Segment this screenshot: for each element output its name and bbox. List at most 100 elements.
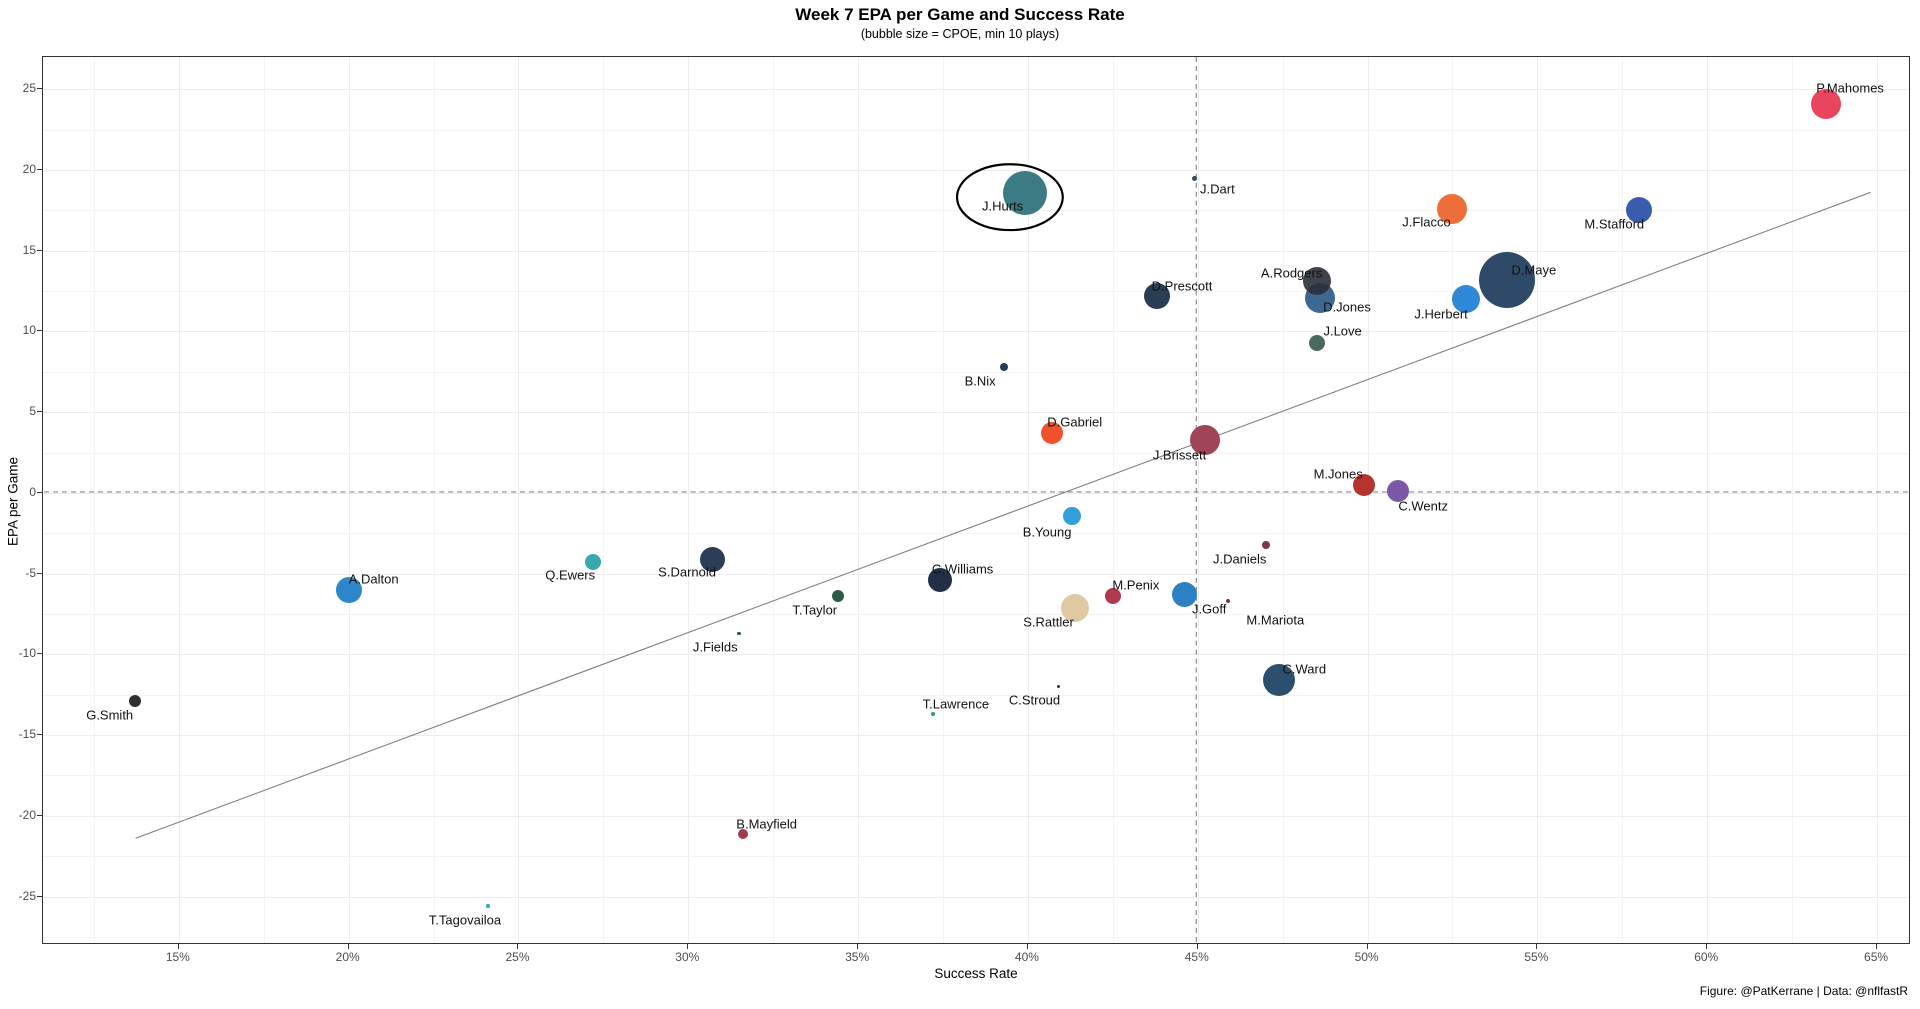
gridline-v <box>1537 57 1539 943</box>
chart-subtitle: (bubble size = CPOE, min 10 plays) <box>860 27 1060 41</box>
label-c-ward: C.Ward <box>1282 661 1327 677</box>
x-tickmark <box>177 944 179 949</box>
x-tickmark <box>1876 944 1878 949</box>
gridline-v <box>263 57 265 943</box>
label-j-brissett: J.Brissett <box>1152 447 1207 463</box>
bubble-g-smith <box>128 695 141 708</box>
gridline-h <box>43 654 1909 656</box>
bubble-j-hurts <box>1002 170 1047 215</box>
y-tickmark <box>37 491 42 493</box>
bubble-j-daniels <box>1261 540 1270 549</box>
gridline-h <box>43 452 1909 454</box>
label-j-goff: J.Goff <box>1191 601 1227 617</box>
label-b-nix: B.Nix <box>964 373 996 389</box>
bubble-s-rattler <box>1061 593 1090 622</box>
y-tick--15: -15 <box>18 727 36 742</box>
gridline-v <box>1707 57 1709 943</box>
bubble-d-gabriel <box>1040 422 1063 445</box>
x-tick-60%: 60% <box>1694 950 1719 964</box>
label-s-rattler: S.Rattler <box>1023 614 1074 630</box>
label-g-smith: G.Smith <box>86 707 134 723</box>
x-tick-25%: 25% <box>505 950 530 964</box>
gridline-h <box>43 412 1909 414</box>
y-tickmark <box>37 734 42 736</box>
x-tickmark <box>1026 944 1028 949</box>
label-m-stafford: M.Stafford <box>1584 216 1645 232</box>
label-j-hurts: J.Hurts <box>981 198 1024 214</box>
gridline-h <box>43 331 1909 333</box>
x-tickmark <box>1536 944 1538 949</box>
bubble-d-prescott <box>1144 282 1170 309</box>
label-d-gabriel: D.Gabriel <box>1047 414 1103 430</box>
y-tickmark <box>37 895 42 897</box>
label-m-jones: M.Jones <box>1313 466 1363 482</box>
figure-credit: Figure: @PatKerrane | Data: @nflfastR <box>1699 984 1908 998</box>
label-t-tagovailoa: T.Tagovailoa <box>428 912 502 928</box>
bubble-t-taylor <box>831 590 844 603</box>
gridline-v <box>1112 57 1114 943</box>
label-j-flacco: J.Flacco <box>1402 214 1451 230</box>
gridline-v <box>1197 57 1199 943</box>
y-tick-15: 15 <box>22 242 36 257</box>
gridline-h <box>43 291 1909 293</box>
bubble-a-rodgers <box>1302 267 1331 296</box>
gridline-h <box>43 896 1909 898</box>
bubble-m-penix <box>1104 588 1121 605</box>
gridline-v <box>518 57 520 943</box>
label-p-mahomes: P.Mahomes <box>1816 80 1884 96</box>
bubble-j-love <box>1308 334 1325 351</box>
y-tickmark <box>37 572 42 574</box>
x-tickmark <box>517 944 519 949</box>
gridline-v <box>348 57 350 943</box>
x-tick-30%: 30% <box>675 950 700 964</box>
label-j-love: J.Love <box>1323 323 1362 339</box>
label-b-young: B.Young <box>1022 524 1072 540</box>
gridline-v <box>773 57 775 943</box>
gridline-h <box>43 170 1909 172</box>
label-d-maye: D.Maye <box>1511 262 1557 278</box>
x-tickmark <box>1706 944 1708 949</box>
reference-overlay <box>44 57 1908 943</box>
y-tickmark <box>37 411 42 413</box>
bubble-j-flacco <box>1437 193 1468 224</box>
x-tick-65%: 65% <box>1864 950 1889 964</box>
label-d-jones: D.Jones <box>1323 299 1371 315</box>
bubble-q-ewers <box>585 554 602 571</box>
gridline-h <box>43 89 1909 91</box>
x-tickmark <box>1196 944 1198 949</box>
bubble-j-dart <box>1191 175 1197 181</box>
plot-area: P.Mahomes J.Hurts J.Dart J.Flacco M.Stafford… <box>42 56 1910 944</box>
y-tickmark <box>37 330 42 332</box>
x-tick-55%: 55% <box>1524 950 1549 964</box>
label-c-stroud: C.Stroud <box>1008 692 1061 708</box>
gridline-h <box>43 250 1909 252</box>
bubble-d-maye <box>1478 251 1535 308</box>
x-tickmark <box>857 944 859 949</box>
bubble-t-lawrence <box>930 711 936 717</box>
y-tickmark <box>37 814 42 816</box>
label-j-daniels: J.Daniels <box>1212 551 1267 567</box>
y-tickmark <box>37 249 42 251</box>
y-tick--10: -10 <box>18 646 36 661</box>
x-tick-20%: 20% <box>335 950 360 964</box>
gridline-h <box>43 533 1909 535</box>
x-tickmark <box>1366 944 1368 949</box>
y-tick-20: 20 <box>22 162 36 177</box>
y-tick--20: -20 <box>18 807 36 822</box>
label-j-herbert: J.Herbert <box>1414 306 1468 322</box>
gridline-v <box>433 57 435 943</box>
bubble-m-mariota <box>1226 599 1231 604</box>
gridline-v <box>1877 57 1879 943</box>
gridline-v <box>858 57 860 943</box>
gridline-h <box>43 856 1909 858</box>
gridline-h <box>43 129 1909 131</box>
gridline-v <box>1452 57 1454 943</box>
bubble-p-mahomes <box>1811 88 1842 119</box>
chart-title: Week 7 EPA per Game and Success Rate <box>795 5 1125 24</box>
y-axis-title: EPA per Game <box>5 456 21 547</box>
label-j-fields: J.Fields <box>692 639 738 655</box>
x-tickmark <box>687 944 689 949</box>
label-m-mariota: M.Mariota <box>1246 612 1305 628</box>
bubble-c-ward <box>1263 664 1296 697</box>
